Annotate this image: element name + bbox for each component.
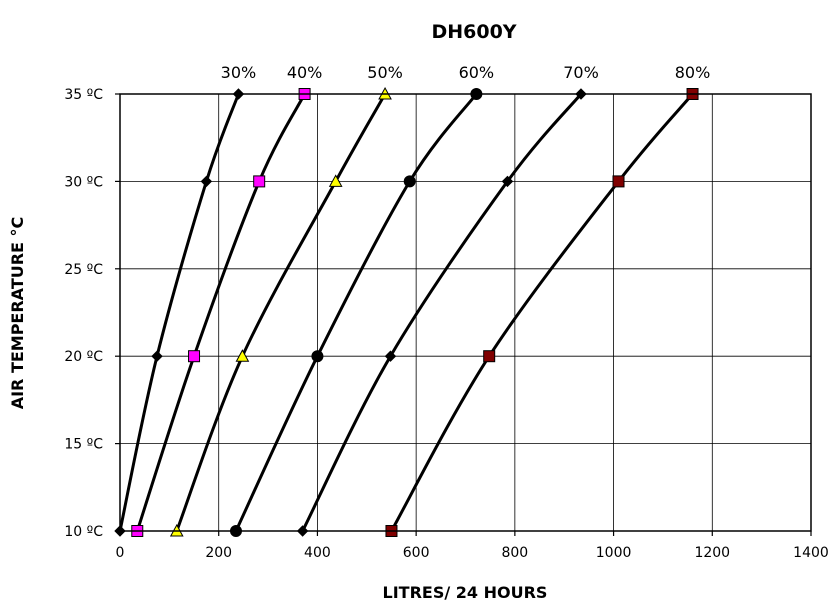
data-point: [483, 350, 496, 363]
data-point: [235, 349, 250, 362]
data-point: [612, 175, 625, 188]
series-line-0: [118, 93, 240, 532]
series-label-0: 30%: [221, 63, 257, 82]
series-line-1: [135, 93, 306, 532]
grid: [120, 94, 811, 531]
x-tick-label: 200: [205, 545, 232, 561]
x-axis-ticks: 0 200 400 600 800 1000 1200 1400: [116, 531, 829, 561]
x-tick-label: 600: [403, 545, 430, 561]
data-point: [200, 175, 213, 188]
x-tick-label: 800: [501, 545, 528, 561]
y-axis-ticks: 10 ºC 15 ºC 20 ºC 25 ºC 30 ºC 35 ºC: [64, 87, 120, 540]
y-tick-label: 30 ºC: [64, 174, 103, 190]
series-labels: 30% 40% 50% 60% 70% 80%: [221, 63, 711, 82]
series-markers: [114, 86, 699, 537]
x-tick-label: 400: [304, 545, 331, 561]
series-label-2: 50%: [367, 63, 403, 82]
y-tick-label: 25 ºC: [64, 262, 103, 278]
x-axis-title: LITRES/ 24 HOURS: [383, 583, 548, 602]
data-point: [403, 175, 416, 188]
series-lines: [118, 93, 694, 532]
plot-area: [119, 93, 812, 532]
series-line-5: [390, 93, 694, 532]
data-point: [384, 350, 397, 362]
series-line-2: [175, 93, 387, 532]
data-point: [253, 175, 266, 188]
series-label-3: 60%: [459, 63, 495, 82]
x-tick-label: 1000: [596, 545, 632, 561]
chart-title: DH600Y: [431, 21, 516, 43]
y-tick-label: 15 ºC: [64, 437, 103, 453]
data-point: [188, 350, 201, 363]
series-label-1: 40%: [287, 63, 323, 82]
x-tick-label: 1400: [793, 545, 829, 561]
x-tick-label: 1200: [694, 545, 730, 561]
series-line-4: [301, 93, 583, 532]
y-tick-label: 10 ºC: [64, 524, 103, 540]
series-line-3: [234, 93, 478, 532]
data-point: [328, 174, 343, 187]
data-point: [501, 175, 514, 188]
y-tick-label: 20 ºC: [64, 349, 103, 365]
y-tick-label: 35 ºC: [64, 87, 103, 103]
series-label-5: 80%: [675, 63, 711, 82]
x-tick-label: 0: [116, 545, 125, 561]
data-point: [311, 350, 324, 363]
y-axis-title: AIR TEMPERATURE °C: [8, 217, 27, 410]
data-point: [151, 350, 163, 362]
series-label-4: 70%: [563, 63, 599, 82]
